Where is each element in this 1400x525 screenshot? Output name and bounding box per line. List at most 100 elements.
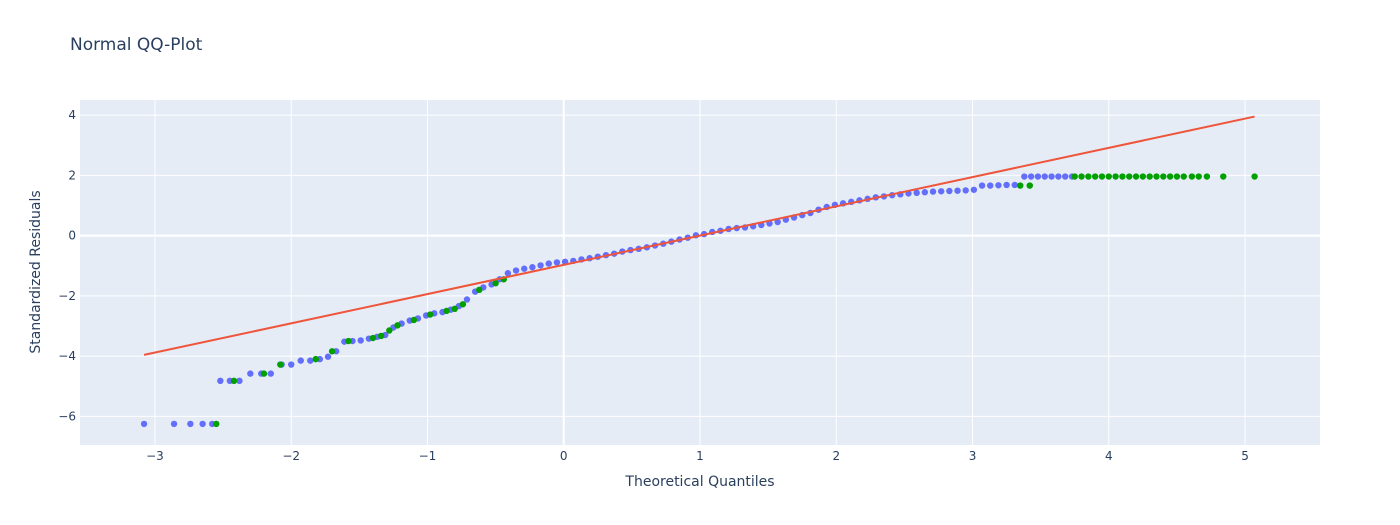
data-point-series-1 — [451, 305, 458, 313]
data-point-series-0 — [553, 259, 561, 266]
data-point-series-1 — [1153, 173, 1160, 180]
data-point-series-1 — [312, 355, 319, 363]
data-point-series-1 — [1166, 173, 1174, 180]
data-point-series-1 — [1195, 173, 1202, 180]
data-point-series-1 — [394, 322, 401, 329]
data-point-series-1 — [443, 307, 450, 315]
data-point-series-0 — [297, 357, 304, 364]
data-point-series-0 — [307, 357, 314, 364]
x-axis-title: Theoretical Quantiles — [624, 474, 774, 490]
data-point-series-1 — [1220, 173, 1227, 180]
data-point-series-1 — [1180, 173, 1187, 180]
data-point-series-0 — [267, 370, 274, 377]
data-point-series-0 — [962, 187, 969, 194]
data-point-series-1 — [1112, 173, 1119, 180]
y-tick-label: −2 — [58, 289, 76, 303]
data-point-series-0 — [995, 182, 1002, 189]
data-point-series-1 — [1139, 173, 1147, 180]
data-point-series-0 — [970, 186, 978, 193]
data-point-series-1 — [1160, 173, 1167, 180]
data-point-series-1 — [1085, 173, 1092, 180]
reference-line — [143, 115, 1255, 356]
data-point-series-1 — [426, 311, 434, 318]
data-point-series-1 — [328, 348, 336, 355]
data-point-series-0 — [913, 189, 920, 197]
data-point-series-0 — [170, 420, 178, 428]
data-point-series-1 — [1119, 173, 1126, 180]
data-point-series-1 — [459, 301, 467, 308]
y-axis-title: Standardized Residuals — [28, 190, 44, 353]
y-tick-label: 4 — [68, 108, 76, 122]
data-point-series-0 — [946, 187, 953, 195]
data-point-series-1 — [345, 337, 352, 345]
x-tick-label: 0 — [560, 449, 568, 463]
grid-lines — [80, 100, 1320, 445]
data-point-series-1 — [410, 316, 418, 324]
data-point-series-1 — [213, 420, 220, 428]
tick-labels: −3 −2 −1 0 1 2 3 4 5 −6 −4 −2 0 2 4 — [58, 108, 1249, 463]
data-point-series-0 — [545, 260, 552, 267]
x-tick-label: −3 — [146, 449, 164, 463]
data-point-series-0 — [978, 182, 986, 189]
data-point-series-0 — [512, 267, 520, 274]
data-point-series-0 — [324, 353, 332, 360]
data-point-series-0 — [357, 337, 364, 344]
x-tick-label: 1 — [696, 449, 704, 463]
data-point-series-1 — [1132, 173, 1140, 180]
x-tick-label: −2 — [282, 449, 300, 463]
data-point-series-1 — [1105, 173, 1112, 180]
data-point-series-0 — [140, 420, 148, 428]
data-point-series-1 — [476, 286, 483, 294]
data-point-series-1 — [492, 279, 499, 287]
data-point-series-0 — [1041, 173, 1048, 180]
chart-title: Normal QQ-Plot — [70, 35, 203, 55]
data-point-series-1 — [1251, 173, 1258, 180]
data-point-series-1 — [1026, 182, 1033, 189]
data-point-series-0 — [921, 189, 929, 196]
data-point-series-0 — [187, 420, 194, 428]
data-point-series-0 — [937, 188, 945, 195]
data-point-series-1 — [1203, 173, 1211, 180]
data-point-series-0 — [1034, 173, 1042, 180]
data-point-series-1 — [1091, 173, 1099, 180]
data-point-series-0 — [529, 264, 536, 271]
data-point-series-1 — [1071, 173, 1078, 180]
data-point-series-0 — [1055, 173, 1062, 180]
x-tick-label: 4 — [1105, 449, 1113, 463]
data-point-series-1 — [230, 377, 238, 385]
data-point-series-0 — [1061, 173, 1069, 180]
data-point-series-0 — [929, 188, 937, 195]
data-point-series-0 — [537, 262, 544, 269]
data-point-series-0 — [247, 370, 254, 377]
data-point-series-0 — [1003, 181, 1010, 189]
data-point-series-1 — [1188, 173, 1196, 180]
y-tick-label: 2 — [68, 168, 76, 182]
data-point-series-1 — [369, 334, 377, 342]
data-point-series-0 — [1011, 181, 1018, 189]
data-point-series-0 — [774, 218, 781, 226]
data-point-series-1 — [1098, 173, 1106, 180]
data-point-series-0 — [954, 187, 961, 194]
data-point-series-1 — [1173, 173, 1181, 180]
x-tick-label: 2 — [832, 449, 840, 463]
y-tick-label: 0 — [68, 229, 76, 243]
x-tick-label: −1 — [419, 449, 437, 463]
y-tick-label: −6 — [58, 409, 76, 423]
data-point-series-0 — [987, 182, 994, 189]
x-tick-label: 5 — [1241, 449, 1249, 463]
data-point-series-0 — [199, 420, 206, 428]
data-point-series-0 — [1021, 173, 1028, 180]
data-point-series-0 — [217, 377, 224, 385]
data-point-series-1 — [386, 327, 393, 334]
data-point-series-1 — [1146, 173, 1153, 180]
data-point-series-1 — [277, 361, 284, 368]
data-point-series-1 — [260, 370, 268, 377]
data-point-series-0 — [463, 296, 471, 303]
data-point-series-1 — [1017, 182, 1024, 189]
data-point-series-0 — [1048, 173, 1055, 180]
x-tick-label: 3 — [969, 449, 977, 463]
data-point-series-0 — [1027, 173, 1035, 180]
data-point-series-0 — [504, 270, 512, 277]
data-point-series-0 — [288, 361, 295, 368]
